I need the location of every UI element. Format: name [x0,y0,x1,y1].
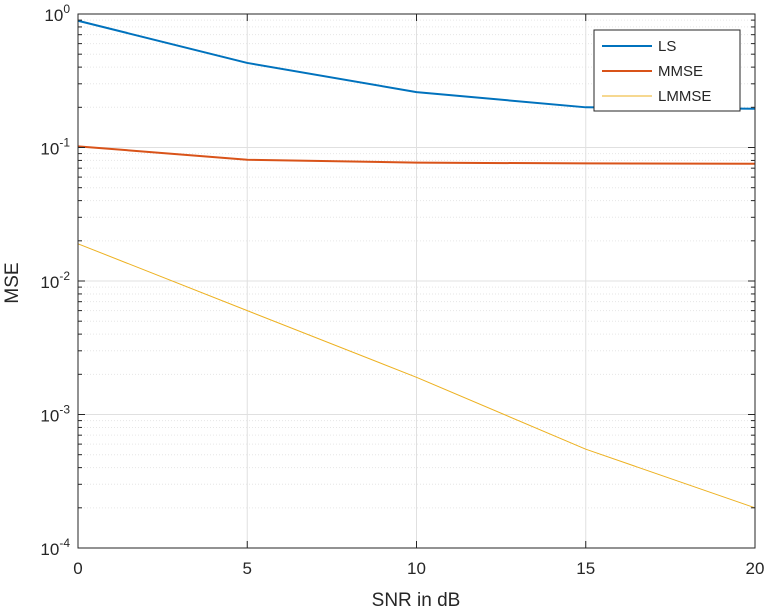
y-axis-label: MSE [2,262,23,303]
x-tick-label: 15 [576,559,595,578]
y-tick-label: 10-1 [40,136,70,159]
y-tick-labels: 100 10-1 10-2 10-3 10-4 [40,2,70,559]
series-line-mmse [77,145,756,165]
x-tick-label: 5 [243,559,252,578]
x-axis-label: SNR in dB [372,590,461,611]
y-tick-label: 10-2 [40,269,70,292]
legend-label-mmse: MMSE [658,63,703,80]
y-tick-label: 100 [44,2,70,25]
series-line-lmmse [77,243,756,509]
x-tick-label: 10 [407,559,426,578]
x-tick-label: 20 [746,559,765,578]
x-tick-labels: 0 5 10 15 20 [73,559,764,578]
legend-label-ls: LS [658,38,676,55]
y-tick-label: 10-3 [40,403,70,426]
x-tick-label: 0 [73,559,82,578]
axis-ticks [77,13,756,549]
y-tick-label: 10-4 [40,536,70,559]
legend: LS MMSE LMMSE [593,29,741,112]
legend-label-lmmse: LMMSE [658,88,711,105]
